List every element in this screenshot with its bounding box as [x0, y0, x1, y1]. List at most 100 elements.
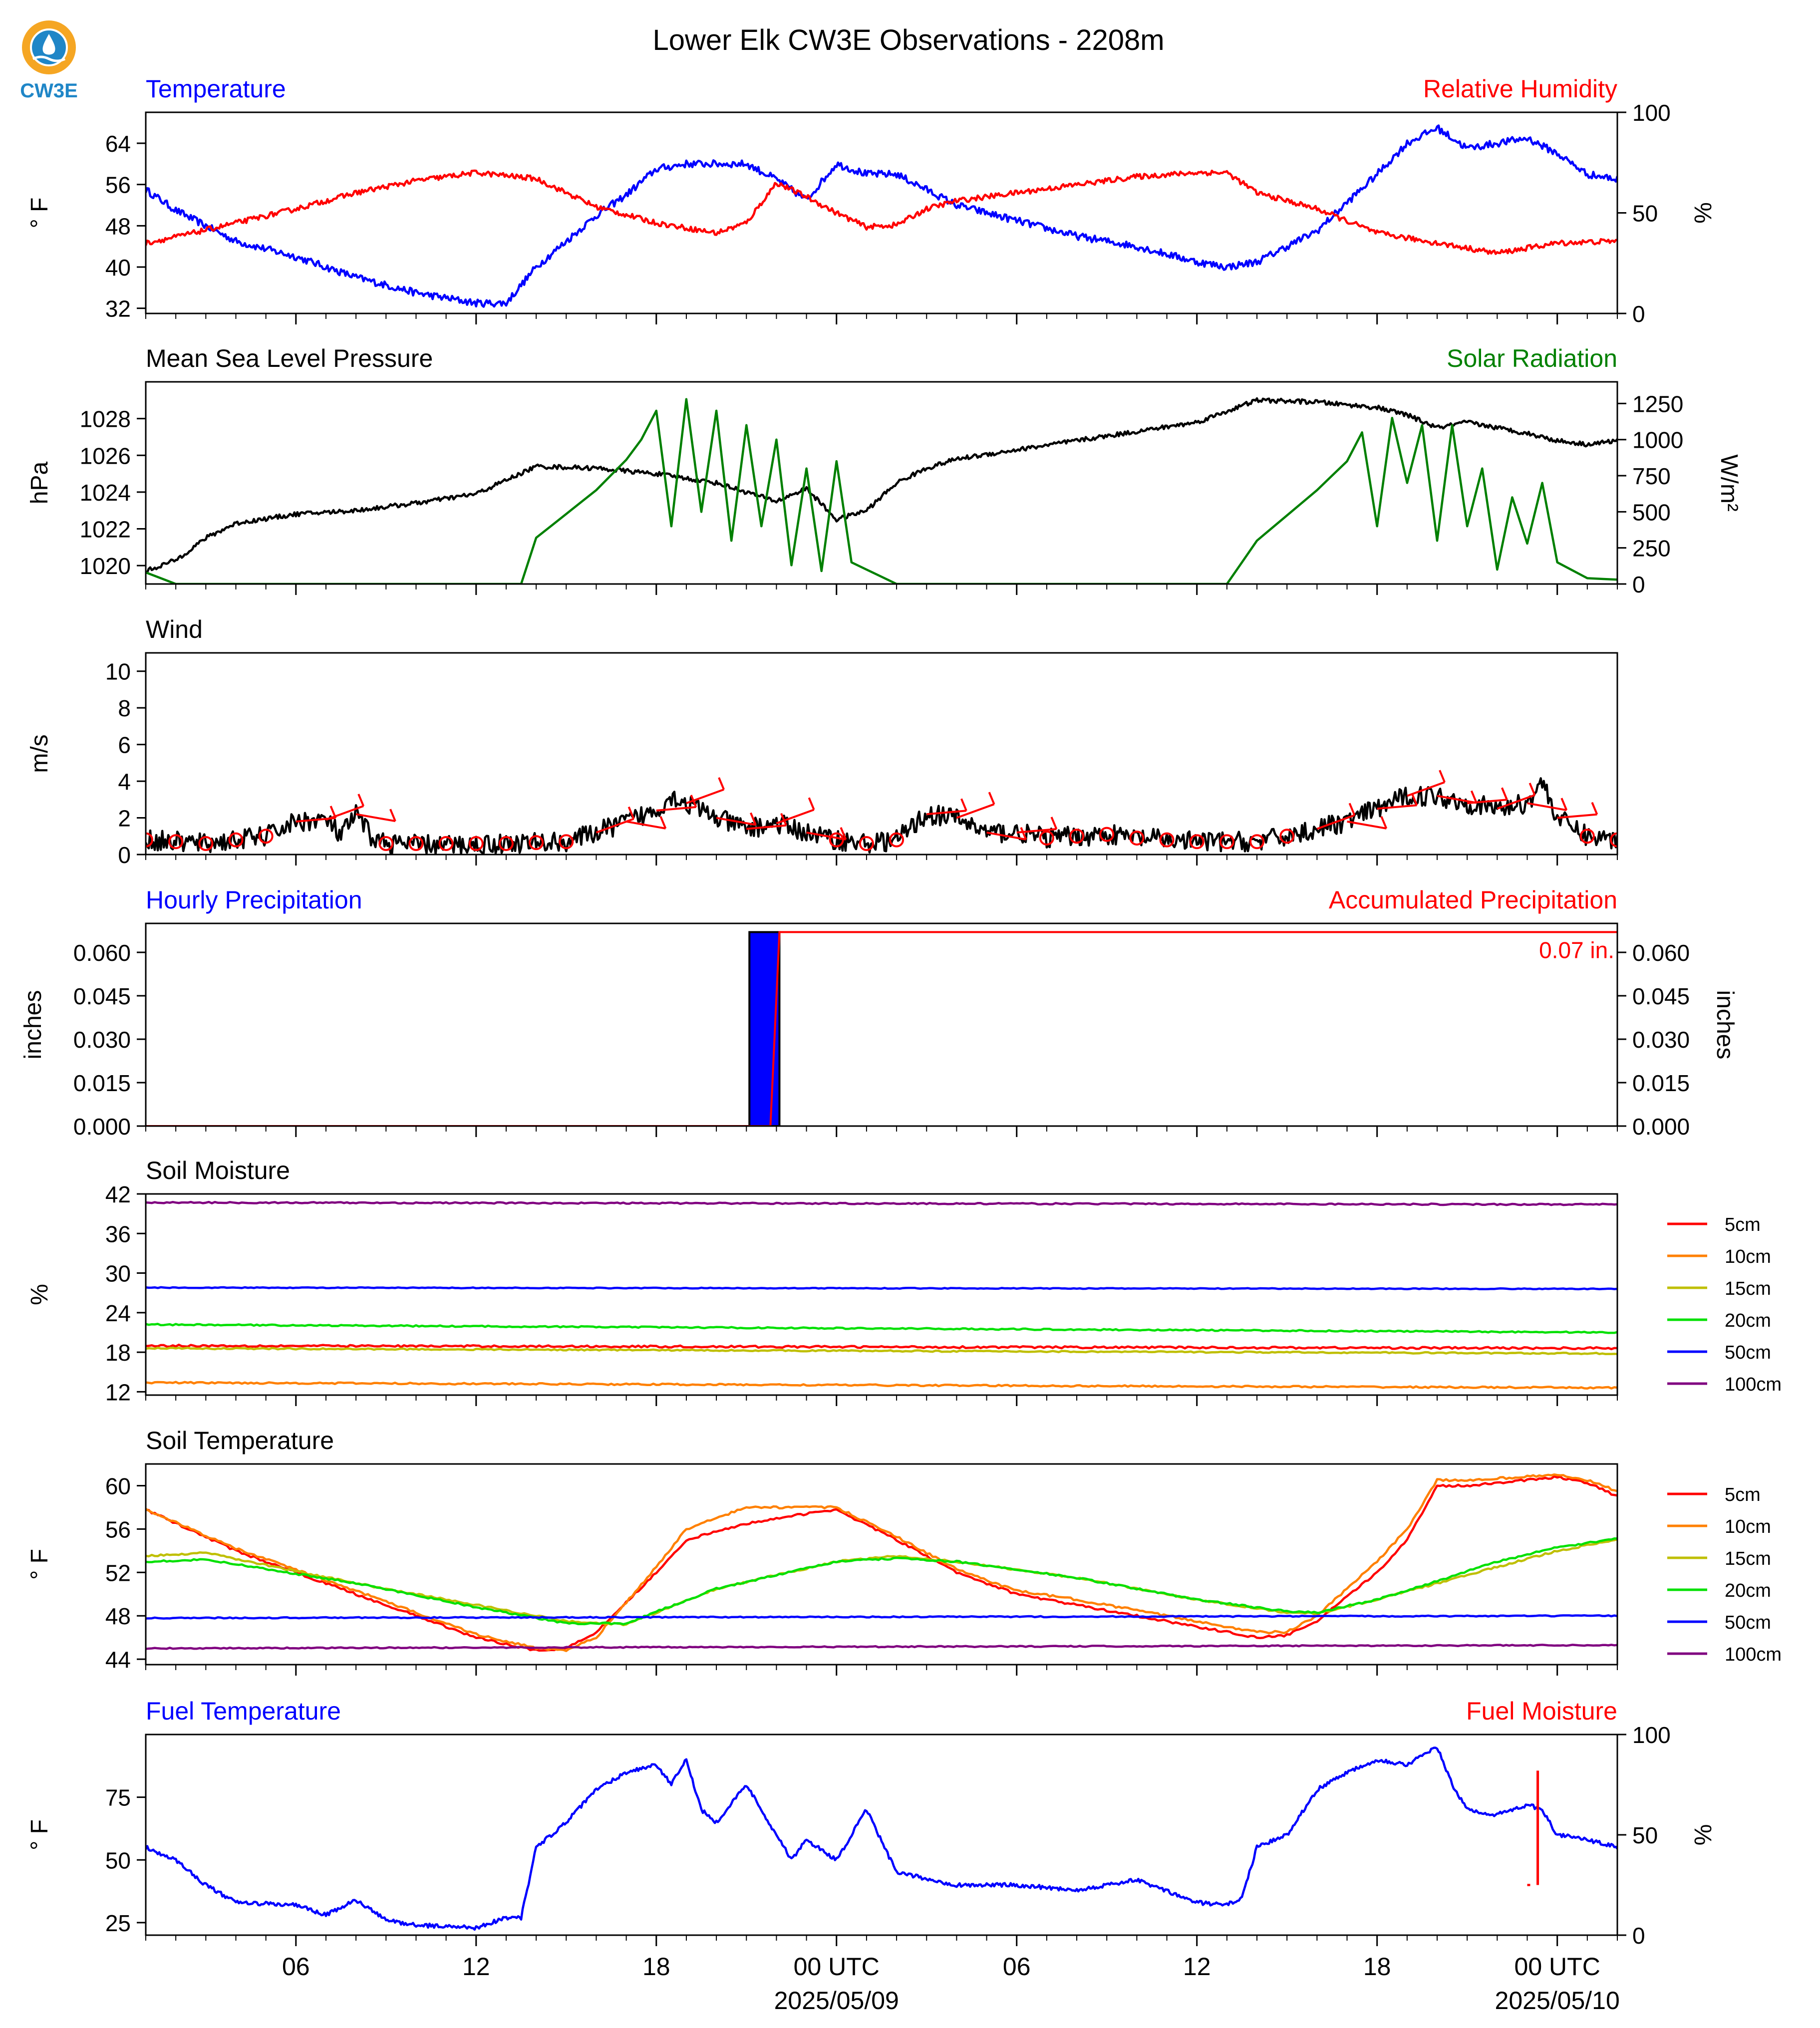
wind-calm-marker [258, 829, 274, 844]
x-tick-label: 00 UTC [794, 1953, 880, 1981]
legend-label: 15cm [1725, 1278, 1771, 1299]
wind-barb-flag [1439, 770, 1446, 783]
wind-barb-flag [659, 816, 667, 829]
series-relative-humidity [146, 169, 1617, 255]
wind-calm-marker [168, 834, 184, 850]
legend-label: 20cm [1725, 1310, 1771, 1331]
series-solar-radiation [146, 398, 1617, 584]
wind-barb [1467, 799, 1508, 805]
y-tick-label-right: 100 [1632, 100, 1671, 126]
series-20cm [146, 1537, 1617, 1626]
series-100cm [146, 1200, 1617, 1206]
wind-calm-marker [529, 835, 544, 851]
y-axis-label-right: % [1689, 202, 1716, 224]
wind-barb [1407, 781, 1445, 797]
y-tick-label-left: 40 [105, 255, 131, 281]
wind-barb [956, 803, 995, 819]
panel-title-left: Temperature [146, 75, 286, 103]
y-axis-label-left: m/s [26, 734, 53, 773]
y-tick-label-left: 1020 [80, 553, 131, 579]
y-tick-label-right: 1250 [1632, 391, 1683, 417]
wind-calm-marker [1039, 830, 1054, 846]
wind-barb [1557, 813, 1597, 819]
y-tick-label-left: 64 [105, 131, 131, 157]
wind-barb-flag [988, 792, 995, 805]
wind-calm-marker [889, 832, 905, 848]
panel-frame [145, 1734, 1618, 1936]
series-20cm [146, 1323, 1617, 1334]
wind-barb-flag [357, 794, 365, 807]
wind-barb-flag [1560, 798, 1568, 811]
y-tick-label-left: 12 [105, 1379, 131, 1405]
panel-frame [145, 1193, 1618, 1396]
y-tick-label-left: 24 [105, 1300, 131, 1326]
y-axis-label-left: ° F [26, 1549, 53, 1580]
y-tick-label-right: 0.045 [1632, 983, 1690, 1009]
y-tick-label-right: 0.015 [1632, 1070, 1690, 1096]
wind-barb-flag [750, 812, 757, 826]
wind-barb [1377, 804, 1417, 810]
plot-area [146, 931, 1617, 1126]
wind-barb [1437, 795, 1477, 804]
series-15cm [146, 1346, 1617, 1355]
y-tick-label-right: 1000 [1632, 427, 1683, 453]
y-tick-label-left: 56 [105, 1516, 131, 1542]
y-tick-label-left: 1028 [80, 406, 131, 432]
wind-barb-flag [780, 813, 787, 826]
wind-calm-marker [498, 836, 514, 851]
x-tick-label: 00 UTC [1515, 1953, 1600, 1981]
panel-frame [145, 381, 1618, 585]
wind-barb-flag [1470, 790, 1478, 804]
wind-barb [355, 813, 396, 823]
plot-area [146, 1746, 1617, 1931]
series-100cm [146, 1644, 1617, 1650]
y-tick-label-left: 0.060 [73, 940, 131, 966]
legend: 5cm 10cm 15cm 20cm 50cm 100cm [1667, 1484, 1782, 1665]
panel-title-left: Hourly Precipitation [146, 886, 362, 914]
y-axis-label-right: W/m² [1716, 454, 1742, 512]
wind-barb [716, 817, 756, 826]
y-tick-label-left: 0.015 [73, 1070, 131, 1096]
panel-frame [145, 1463, 1618, 1666]
logo-wave-icon [32, 55, 66, 62]
y-tick-label-left: 18 [105, 1340, 131, 1366]
y-tick-label-left: 36 [105, 1221, 131, 1247]
wind-calm-marker [859, 836, 874, 851]
wind-calm-marker [1129, 830, 1145, 846]
wind-barb-flag [718, 777, 725, 790]
y-tick-label-right: 0 [1632, 572, 1645, 597]
wind-barb [1497, 794, 1535, 810]
series-50cm [146, 1614, 1617, 1620]
wind-calm-marker [1610, 832, 1617, 848]
x-tick-label: 12 [462, 1953, 490, 1981]
y-tick-label-left: 56 [105, 172, 131, 198]
wind-barb [806, 831, 846, 841]
y-tick-label-left: 0.030 [73, 1027, 131, 1053]
plot-area [146, 397, 1617, 584]
wind-barb-flag [1380, 816, 1388, 829]
y-tick-label-right: 0.030 [1632, 1027, 1690, 1053]
x-tick-label: 18 [642, 1953, 670, 1981]
series-10cm [146, 1381, 1617, 1390]
wind-barb [746, 824, 787, 830]
y-tick-label-left: 60 [105, 1473, 131, 1499]
legend-label: 10cm [1725, 1516, 1771, 1537]
wind-calm-marker [468, 836, 484, 851]
y-tick-label-left: 52 [105, 1560, 131, 1586]
legend-label: 100cm [1725, 1374, 1782, 1395]
logo-ring [22, 20, 76, 74]
y-tick-label-left: 1026 [80, 443, 131, 469]
y-tick-label-left: 0.045 [73, 983, 131, 1009]
legend-label: 15cm [1725, 1548, 1771, 1569]
wind-barb [1016, 828, 1057, 834]
wind-barb-flag [960, 798, 967, 811]
panel-frame [145, 652, 1618, 856]
wind-calm-marker [559, 834, 574, 850]
wind-calm-marker [228, 832, 244, 848]
panel-title-right: Fuel Moisture [1466, 1697, 1617, 1725]
cw3e-logo: CW3E [20, 20, 78, 102]
y-tick-label-left: 1022 [80, 517, 131, 543]
panel-wind: Wind 0 2 4 6 8 10 m/s [26, 615, 1618, 868]
wind-calm-marker [1219, 834, 1234, 850]
x-date-label: 2025/05/10 [1495, 1987, 1620, 2015]
